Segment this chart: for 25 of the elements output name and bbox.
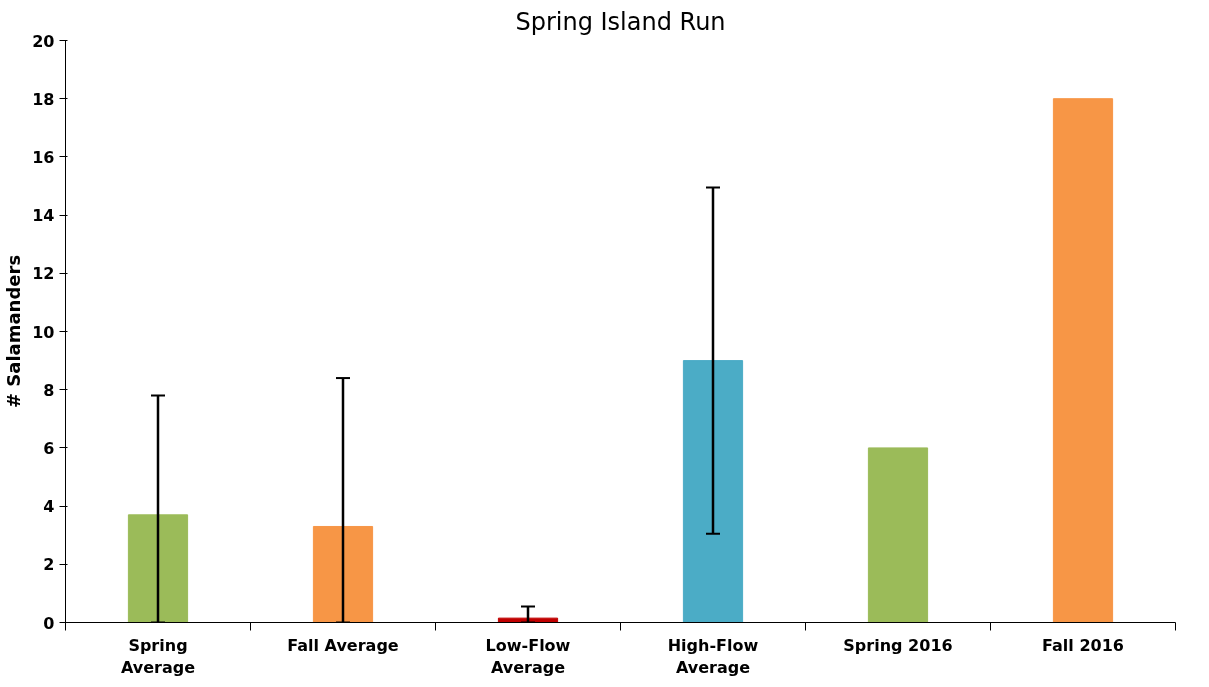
y-tick-label: 20	[32, 31, 55, 51]
bar	[497, 617, 559, 623]
y-tick-label: 6	[43, 438, 55, 458]
x-tick-label: Spring 2016	[843, 635, 953, 655]
y-tick-label: 18	[32, 89, 55, 109]
y-tick-label: 14	[32, 206, 55, 226]
y-tick-label: 4	[43, 497, 55, 517]
chart-title: Spring Island Run	[515, 7, 726, 36]
x-tick-label: Spring Average	[120, 635, 196, 678]
x-tick-label: Low-Flow Average	[485, 635, 571, 678]
bar	[867, 447, 929, 623]
bar	[1052, 98, 1114, 623]
y-tick-label: 0	[43, 613, 55, 633]
x-tick-label: Fall 2016	[1042, 635, 1124, 655]
bar	[127, 514, 189, 623]
y-tick-label: 10	[32, 322, 55, 342]
bar	[312, 525, 374, 623]
y-axis-title: # Salamanders	[3, 254, 25, 409]
bar	[682, 360, 744, 623]
y-tick-label: 8	[43, 380, 55, 400]
y-tick-label: 2	[43, 555, 55, 575]
y-tick-label: 16	[32, 147, 55, 167]
x-tick-label: Fall Average	[287, 635, 399, 655]
y-tick-label: 12	[32, 264, 55, 284]
x-tick-label: High-Flow Average	[667, 635, 759, 678]
